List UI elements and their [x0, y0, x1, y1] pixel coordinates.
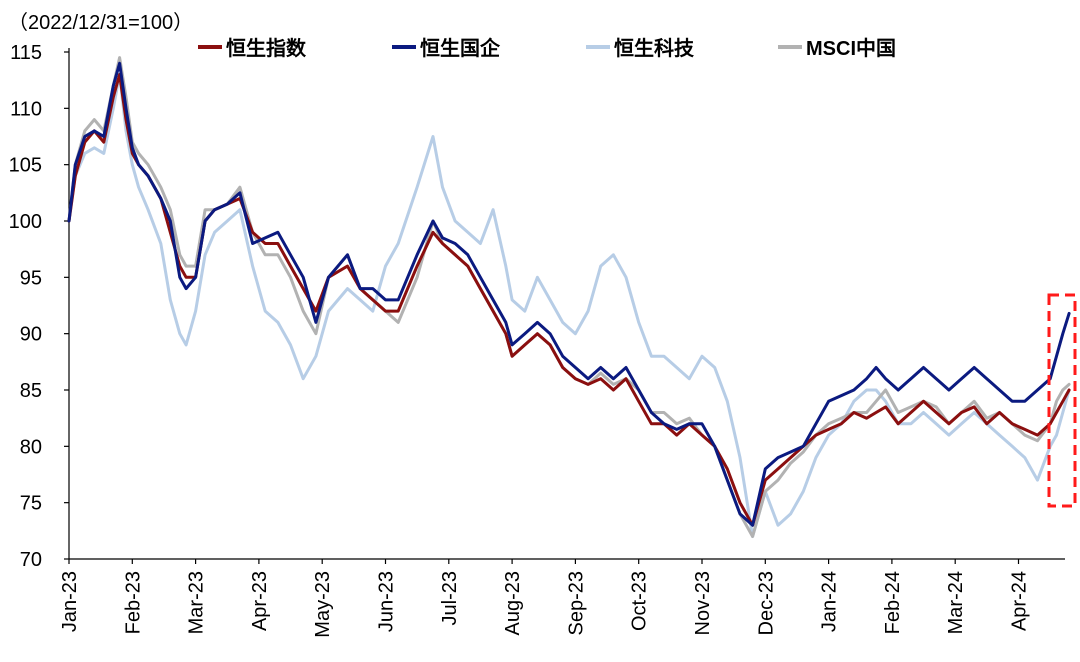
x-tick-label: Feb-24	[882, 571, 904, 634]
y-tick-label: 75	[20, 493, 42, 515]
x-tick-label: May-23	[312, 571, 334, 638]
x-tick-label: Mar-23	[186, 571, 208, 634]
y-tick-label: 100	[9, 211, 42, 233]
y-tick-label: 105	[9, 155, 42, 177]
x-tick-label: Apr-24	[1009, 571, 1031, 631]
legend-label-1: 恒生国企	[420, 36, 501, 60]
x-tick-label: Jun-23	[376, 571, 398, 632]
y-tick-label: 90	[20, 324, 42, 346]
y-tick-label: 95	[20, 267, 42, 289]
x-tick-label: Sep-23	[565, 571, 587, 636]
legend: 恒生指数 恒生国企 恒生科技 MSCI中国	[198, 36, 896, 60]
y-tick-label: 110	[10, 98, 42, 120]
series-line-0	[67, 73, 1071, 527]
legend-label-2: 恒生科技	[614, 36, 695, 60]
x-tick-label: Mar-24	[945, 571, 967, 634]
x-tick-label: Jul-23	[439, 571, 461, 625]
series-line-3	[67, 56, 1071, 538]
x-tick-label: Jan-24	[819, 571, 841, 632]
x-tick-label: Dec-23	[755, 571, 777, 635]
y-tick-label: 70	[20, 549, 42, 571]
y-tick-label: 80	[20, 436, 42, 458]
y-tick-label: 85	[20, 380, 42, 402]
series-line-2	[67, 73, 1071, 538]
series-line-1	[67, 61, 1071, 527]
x-tick-label: Nov-23	[692, 571, 714, 635]
y-axis: 70 75 80 85 90 95 100 105 110 115	[9, 42, 70, 571]
x-tick-label: Jan-23	[59, 571, 81, 632]
x-axis: Jan-23 Feb-23 Mar-23 Apr-23 May-23 Jun-23 Jul-…	[59, 558, 1065, 638]
legend-label-3: MSCI中国	[806, 36, 896, 60]
highlight-box	[1047, 293, 1077, 508]
x-tick-label: Apr-23	[249, 571, 271, 631]
series-lines	[67, 56, 1071, 538]
x-tick-label: Oct-23	[629, 571, 651, 631]
x-tick-label: Aug-23	[502, 571, 524, 636]
x-tick-label: Feb-23	[122, 571, 144, 634]
chart-subtitle: （2022/12/31=100）	[8, 11, 193, 34]
y-tick-label: 115	[10, 42, 42, 64]
legend-label-0: 恒生指数	[226, 36, 307, 60]
